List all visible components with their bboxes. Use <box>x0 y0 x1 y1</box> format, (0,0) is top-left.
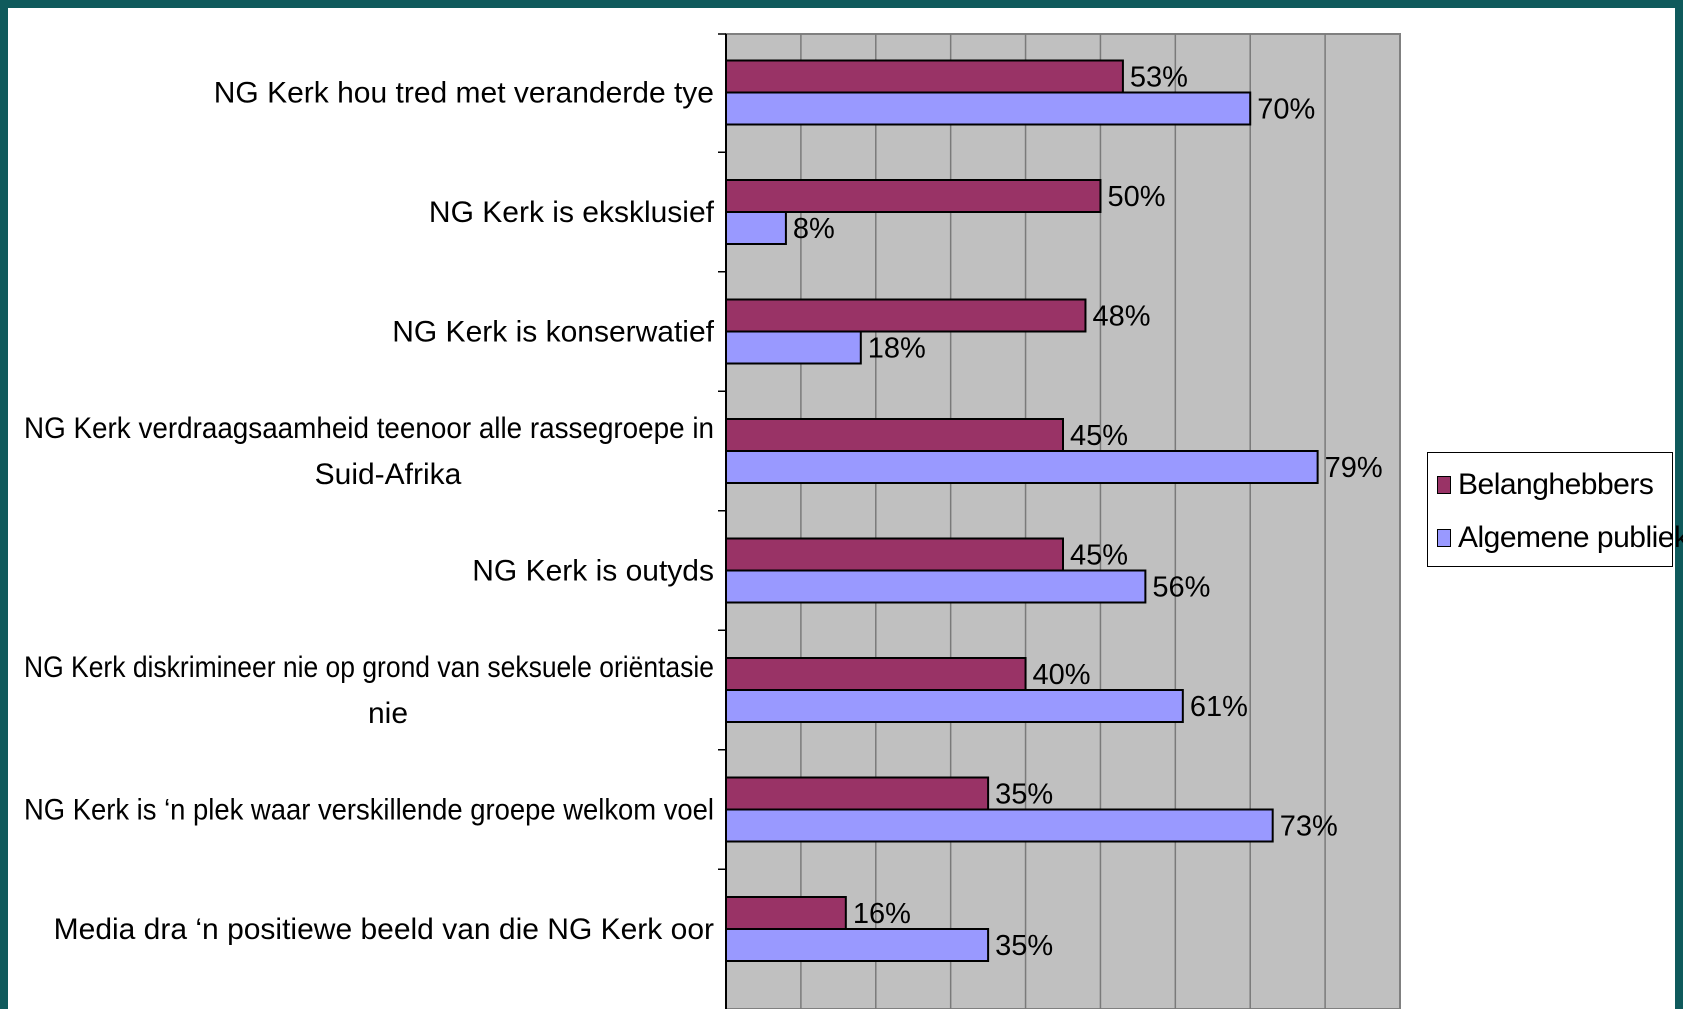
bar-algemene-publiek <box>725 808 1274 843</box>
data-label: 45% <box>1070 420 1128 452</box>
data-label: 61% <box>1190 691 1248 723</box>
legend-swatch-belanghebbers <box>1437 476 1451 494</box>
bar-chart: 53% 70% NG Kerk hou tred met veranderde ty… <box>24 33 1401 1009</box>
data-label: 79% <box>1325 452 1383 484</box>
legend-swatch-algemene-publiek <box>1437 529 1451 547</box>
legend-item-belanghebbers: Belanghebbers <box>1437 465 1654 505</box>
labels: 53% 70% NG Kerk hou tred met veranderde ty… <box>24 62 1383 963</box>
legend-label-belanghebbers: Belanghebbers <box>1458 468 1654 501</box>
category-label: NG Kerk is konserwatief <box>392 316 714 349</box>
category-label: NG Kerk hou tred met veranderde tye <box>214 77 714 110</box>
category-label: Media dra ‘n positiewe beeld van die NG … <box>54 913 714 946</box>
bar-belanghebbers <box>725 418 1064 452</box>
bar-algemene-publiek <box>725 450 1319 484</box>
legend-label-algemene-publiek: Algemene publiek <box>1458 521 1683 554</box>
bar-belanghebbers <box>725 59 1124 94</box>
category-label-line: nie <box>368 697 408 730</box>
bar-belanghebbers <box>725 657 1027 691</box>
legend: Belanghebbers Algemene publiek <box>1427 452 1683 567</box>
bar-algemene-publiek <box>725 928 990 962</box>
bar-belanghebbers <box>725 179 1102 213</box>
category-label: NG Kerk diskrimineer nie op grond van se… <box>24 651 714 730</box>
data-label: 16% <box>853 898 911 930</box>
data-label: 73% <box>1280 811 1338 843</box>
data-label: 35% <box>995 779 1053 811</box>
bar-belanghebbers <box>725 896 847 930</box>
data-label: 70% <box>1257 94 1315 126</box>
category-label-line: NG Kerk diskrimineer nie op grond van se… <box>24 651 714 684</box>
bar-belanghebbers <box>725 537 1064 572</box>
bar-algemene-publiek <box>725 689 1184 723</box>
category-label-line: Suid-Afrika <box>315 458 462 491</box>
category-label: NG Kerk verdraagsaamheid teenoor alle ra… <box>24 412 714 491</box>
data-label: 50% <box>1107 181 1165 213</box>
bar-algemene-publiek <box>725 91 1252 126</box>
chart-frame: 53% 70% NG Kerk hou tred met veranderde ty… <box>8 8 1683 1009</box>
data-label: 56% <box>1152 572 1210 604</box>
category-label: NG Kerk is eksklusief <box>429 196 715 229</box>
data-label: 35% <box>995 930 1053 962</box>
data-label: 18% <box>868 333 926 365</box>
data-label: 48% <box>1092 301 1150 333</box>
category-label-line: NG Kerk verdraagsaamheid teenoor alle ra… <box>24 412 714 445</box>
bar-algemene-publiek <box>725 569 1147 604</box>
data-label: 53% <box>1130 62 1188 94</box>
bars <box>725 59 1319 962</box>
legend-item-algemene-publiek: Algemene publiek <box>1437 518 1683 558</box>
bar-algemene-publiek <box>725 330 862 365</box>
data-label: 8% <box>793 213 835 245</box>
bar-algemene-publiek <box>725 211 787 245</box>
category-label: NG Kerk is ‘n plek waar verskillende gro… <box>24 794 714 827</box>
data-label: 40% <box>1033 659 1091 691</box>
bar-belanghebbers <box>725 298 1087 333</box>
data-label: 45% <box>1070 540 1128 572</box>
category-label: NG Kerk is outyds <box>472 555 714 588</box>
bar-belanghebbers <box>725 776 990 811</box>
category-axis <box>718 33 727 1009</box>
